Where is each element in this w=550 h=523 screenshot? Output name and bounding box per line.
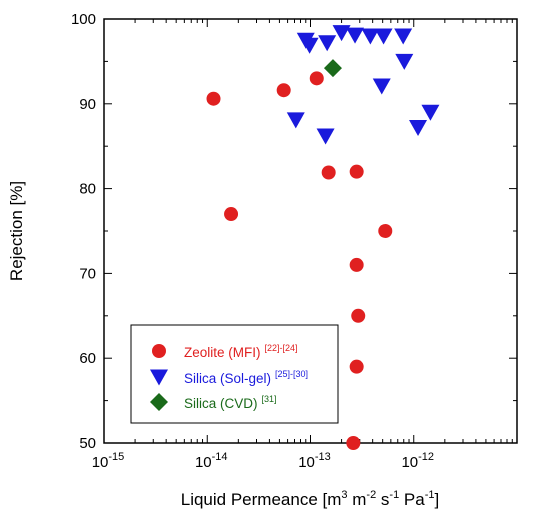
x-tick-label: 10-15 xyxy=(92,451,125,471)
silica-solgel-point xyxy=(286,112,305,129)
x-axis-title-sup: -2 xyxy=(366,489,376,501)
silica-solgel-point xyxy=(372,78,391,95)
y-tick-label: 80 xyxy=(79,181,96,198)
silica-solgel-point xyxy=(346,27,365,44)
legend-markers xyxy=(150,344,168,411)
silica-solgel-point xyxy=(374,28,393,45)
silica-solgel-point xyxy=(316,128,335,145)
x-axis-title-sup: -1 xyxy=(425,489,435,501)
silica-solgel-point xyxy=(300,37,319,54)
silica-solgel-point xyxy=(332,25,351,42)
y-tick-label: 90 xyxy=(79,96,96,113)
zeolite-point xyxy=(276,83,291,98)
y-axis-title: Rejection [%] xyxy=(7,181,26,281)
legend: Zeolite (MFI) [22]-[24] Silica (Sol-gel) [… xyxy=(130,324,339,424)
silica-solgel-point xyxy=(409,120,428,137)
x-tick-label-exp: -12 xyxy=(418,451,434,463)
zeolite-point xyxy=(309,71,324,86)
zeolite-point xyxy=(206,91,221,106)
x-axis-title: Liquid Permeance [m3 m-2 s-1 Pa-1] xyxy=(181,489,440,509)
x-tick-label-base: 10 xyxy=(195,454,212,471)
silica-solgel-point xyxy=(361,28,380,45)
silica-solgel-point xyxy=(318,35,337,52)
y-tick-label: 70 xyxy=(79,265,96,282)
x-tick-label: 10-13 xyxy=(298,451,331,471)
zeolite-point xyxy=(349,359,364,374)
x-axis-title-part: ] xyxy=(435,490,440,509)
x-axis-title-sup: -1 xyxy=(389,489,399,501)
y-tick-label: 50 xyxy=(79,435,96,452)
data-points xyxy=(206,25,440,450)
zeolite-point xyxy=(349,164,364,179)
x-tick-label: 10-14 xyxy=(195,451,228,471)
legend-box xyxy=(130,324,339,424)
legend-marker xyxy=(150,369,168,386)
zeolite-point xyxy=(378,224,393,238)
legend-series-name: Silica (Sol-gel) xyxy=(184,371,271,386)
zeolite-point xyxy=(224,207,239,222)
silica-solgel-point xyxy=(395,53,414,70)
x-tick-label-base: 10 xyxy=(92,454,109,471)
x-axis-title-part: Liquid Permeance [m xyxy=(181,490,342,509)
legend-marker xyxy=(150,393,168,411)
y-tick-label: 60 xyxy=(79,350,96,367)
legend-label-silica-solgel: Silica (Sol-gel) [25]-[30] xyxy=(184,369,308,386)
zeolite-point xyxy=(349,257,364,272)
x-axis-title-part: Pa xyxy=(399,490,425,509)
x-tick-label-base: 10 xyxy=(298,454,315,471)
legend-marker xyxy=(152,344,166,358)
x-tick-label-exp: -13 xyxy=(315,451,331,463)
zeolite-point xyxy=(351,308,366,323)
legend-series-ref: [31] xyxy=(262,394,277,404)
x-tick-label-base: 10 xyxy=(401,454,418,471)
x-axis-title-part: s xyxy=(376,490,389,509)
x-axis-title-sup: 3 xyxy=(341,489,347,501)
silica-solgel-point xyxy=(394,28,413,45)
zeolite-point xyxy=(321,165,336,180)
legend-label-silica-cvd: Silica (CVD) [31] xyxy=(184,394,277,411)
x-tick-label-exp: -14 xyxy=(212,451,228,463)
silica-solgel-point xyxy=(421,104,440,121)
x-tick-label-exp: -15 xyxy=(108,451,124,463)
axis-ticks xyxy=(104,19,517,443)
legend-label-zeolite: Zeolite (MFI) [22]-[24] xyxy=(184,343,298,360)
zeolite-point xyxy=(346,436,361,450)
x-axis-title-part: m xyxy=(348,490,367,509)
y-tick-label: 100 xyxy=(71,11,96,28)
legend-series-name: Silica (CVD) xyxy=(184,396,258,411)
silica-cvd-point xyxy=(323,59,342,78)
x-tick-label: 10-12 xyxy=(401,451,434,471)
legend-series-ref: [22]-[24] xyxy=(265,343,298,353)
legend-series-name: Zeolite (MFI) xyxy=(184,345,261,360)
legend-series-ref: [25]-[30] xyxy=(275,369,308,379)
